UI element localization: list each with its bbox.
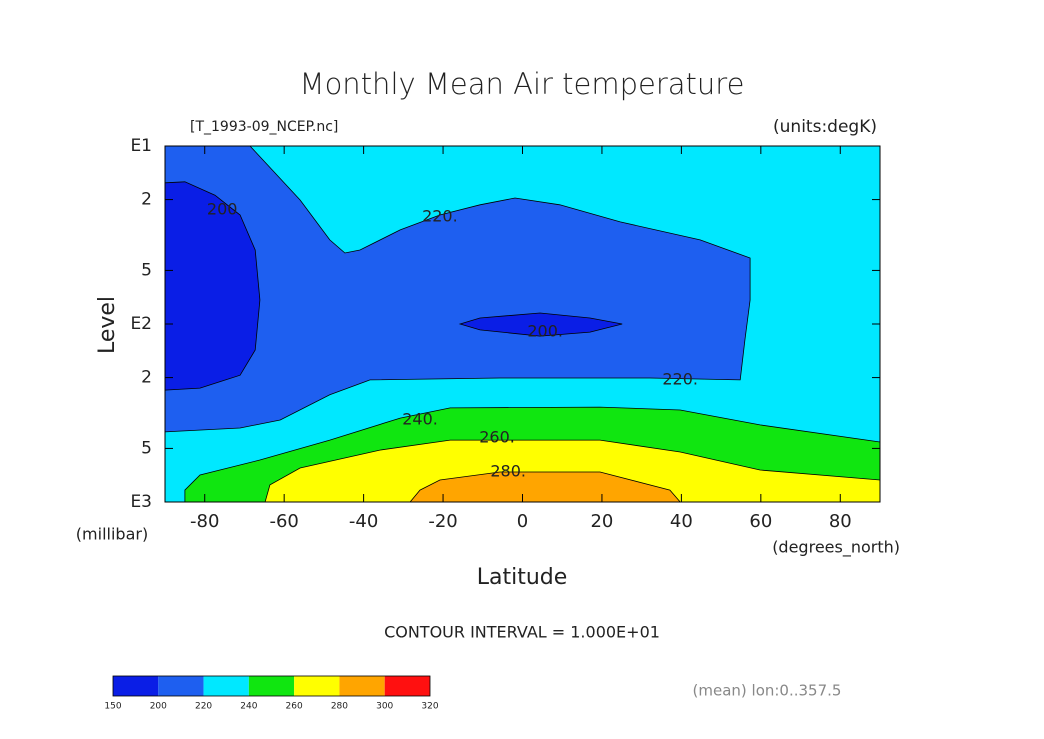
contour-region xyxy=(165,181,261,391)
y-tick-label: E3 xyxy=(130,492,152,512)
colorbar-swatch xyxy=(203,676,249,696)
contour-label: 260. xyxy=(479,428,515,447)
x-tick-label: 0 xyxy=(517,511,528,532)
x-tick-label: -20 xyxy=(428,511,457,532)
x-axis-label: Latitude xyxy=(477,565,568,590)
colorbar-label: 220 xyxy=(195,702,212,712)
x-tick-label: -40 xyxy=(349,511,378,532)
subtitle: [T_1993-09_NCEP.nc] xyxy=(190,119,338,135)
colorbar-swatch xyxy=(384,676,430,696)
y-units: (millibar) xyxy=(76,525,148,544)
x-tick-label: 40 xyxy=(670,511,693,532)
contour-label: 240. xyxy=(402,409,438,428)
colorbar-swatch xyxy=(158,676,204,696)
colorbar-label: 320 xyxy=(421,702,438,712)
contour-interval: CONTOUR INTERVAL = 1.000E+01 xyxy=(384,623,660,642)
x-tick-label: -60 xyxy=(269,511,298,532)
contour-label: 220. xyxy=(422,206,458,225)
contour-label: 280. xyxy=(490,461,526,480)
colorbar-label: 280 xyxy=(331,702,348,712)
y-axis-label: Level xyxy=(95,296,120,354)
units: (units:degK) xyxy=(773,117,877,137)
contour-label: 220. xyxy=(662,369,698,388)
y-tick-label: 5 xyxy=(141,438,152,458)
y-tick-label: 2 xyxy=(141,190,152,210)
contour-label: 200. xyxy=(527,322,563,341)
colorbar-label: 260 xyxy=(286,702,303,712)
colorbar-frame xyxy=(112,675,431,697)
colorbar-swatch xyxy=(113,676,159,696)
note: (mean) lon:0..357.5 xyxy=(693,682,842,700)
x-tick-label: 20 xyxy=(590,511,613,532)
chart-title: Monthly Mean Air temperature xyxy=(300,67,745,101)
y-tick-label: 2 xyxy=(141,368,152,388)
colorbar-swatch xyxy=(294,676,340,696)
y-tick-label: E1 xyxy=(130,136,152,156)
colorbar-swatch xyxy=(339,676,385,696)
contour-region xyxy=(165,146,751,433)
colorbar-label: 200 xyxy=(150,702,167,712)
colorbar-label: 150 xyxy=(104,702,121,712)
x-units: (degrees_north) xyxy=(772,538,900,558)
colorbar-label: 300 xyxy=(376,702,393,712)
contour-fills xyxy=(165,146,880,502)
contour-region xyxy=(409,471,681,502)
colorbar-swatch xyxy=(248,676,295,696)
y-tick-label: 5 xyxy=(141,260,152,280)
y-tick-label: E2 xyxy=(130,314,152,334)
colorbar-label: 240 xyxy=(240,702,257,712)
contour-region xyxy=(458,312,623,337)
contour-region xyxy=(264,439,880,502)
x-tick-label: 80 xyxy=(829,511,852,532)
contour-label: 200 xyxy=(207,200,238,219)
x-tick-label: 60 xyxy=(749,511,772,532)
x-tick-label: -80 xyxy=(190,511,219,532)
